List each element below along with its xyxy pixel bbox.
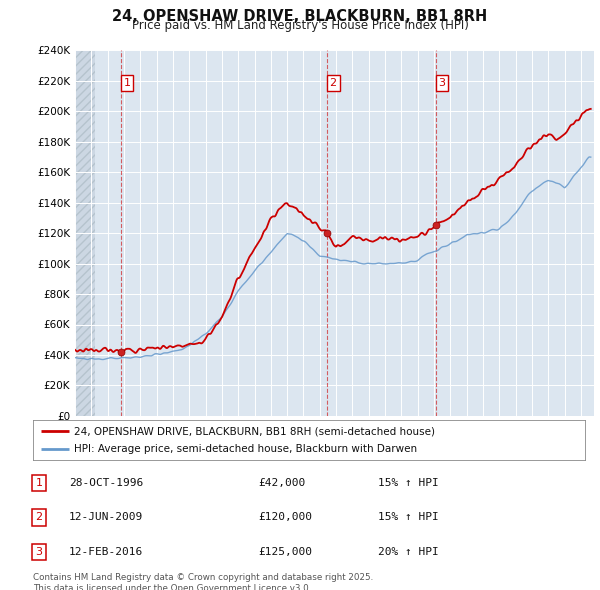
Text: 15% ↑ HPI: 15% ↑ HPI xyxy=(378,513,439,522)
Text: £42,000: £42,000 xyxy=(258,478,305,488)
Text: 3: 3 xyxy=(35,547,43,556)
Text: 1: 1 xyxy=(124,78,131,88)
Text: HPI: Average price, semi-detached house, Blackburn with Darwen: HPI: Average price, semi-detached house,… xyxy=(74,444,418,454)
Text: 12-JUN-2009: 12-JUN-2009 xyxy=(69,513,143,522)
Text: 20% ↑ HPI: 20% ↑ HPI xyxy=(378,547,439,556)
Text: 2: 2 xyxy=(329,78,337,88)
Text: 2: 2 xyxy=(35,513,43,522)
Text: 15% ↑ HPI: 15% ↑ HPI xyxy=(378,478,439,488)
Text: 12-FEB-2016: 12-FEB-2016 xyxy=(69,547,143,556)
Text: 28-OCT-1996: 28-OCT-1996 xyxy=(69,478,143,488)
Text: Contains HM Land Registry data © Crown copyright and database right 2025.
This d: Contains HM Land Registry data © Crown c… xyxy=(33,573,373,590)
Text: Price paid vs. HM Land Registry's House Price Index (HPI): Price paid vs. HM Land Registry's House … xyxy=(131,19,469,32)
Text: 24, OPENSHAW DRIVE, BLACKBURN, BB1 8RH (semi-detached house): 24, OPENSHAW DRIVE, BLACKBURN, BB1 8RH (… xyxy=(74,427,436,437)
Text: 3: 3 xyxy=(439,78,445,88)
Text: £120,000: £120,000 xyxy=(258,513,312,522)
Text: 1: 1 xyxy=(35,478,43,488)
Text: 24, OPENSHAW DRIVE, BLACKBURN, BB1 8RH: 24, OPENSHAW DRIVE, BLACKBURN, BB1 8RH xyxy=(112,9,488,24)
Text: £125,000: £125,000 xyxy=(258,547,312,556)
